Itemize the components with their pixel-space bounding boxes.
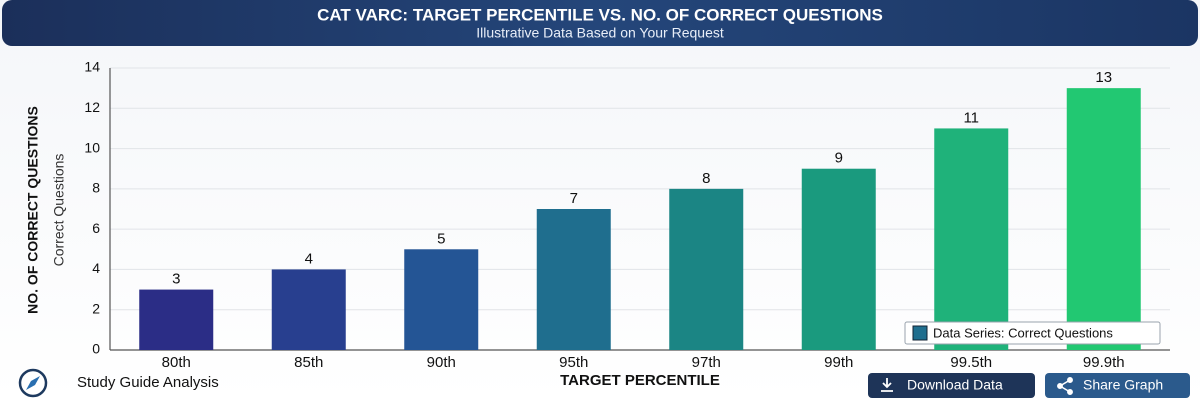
x-tick-label: 99.9th <box>1083 354 1125 371</box>
bar <box>669 188 744 350</box>
data-label: 13 <box>1095 69 1112 86</box>
share-button-bg[interactable] <box>1045 373 1190 398</box>
brand: Study Guide Analysis <box>18 368 219 398</box>
brand-icon-needle <box>26 376 40 390</box>
chart-title: CAT VARC: TARGET PERCENTILE VS. NO. OF C… <box>317 5 883 24</box>
y-axis-sublabel: Correct Questions <box>51 154 67 267</box>
share-button[interactable]: Share Graph <box>1045 373 1190 398</box>
x-tick-label: 97th <box>692 354 721 371</box>
y-tick-label: 12 <box>84 99 100 115</box>
data-label: 9 <box>835 150 843 167</box>
y-tick-label: 0 <box>92 341 100 357</box>
download-button[interactable]: Download Data <box>868 373 1035 398</box>
data-label: 7 <box>570 190 578 207</box>
data-label: 5 <box>437 230 445 247</box>
y-tick-label: 8 <box>92 180 100 196</box>
x-tick-label: 99th <box>824 354 853 371</box>
bar <box>271 269 346 350</box>
header-banner <box>2 0 1198 46</box>
y-tick-label: 2 <box>92 300 100 316</box>
share-button-label[interactable]: Share Graph <box>1083 377 1163 393</box>
y-tick-label: 10 <box>84 139 100 155</box>
share-icon[interactable] <box>1057 377 1073 395</box>
chart-subtitle: Illustrative Data Based on Your Request <box>476 25 724 41</box>
y-tick-label: 6 <box>92 220 100 236</box>
legend-label: Data Series: Correct Questions <box>933 325 1113 340</box>
y-tick-label: 4 <box>92 260 100 276</box>
x-tick-label: 95th <box>559 354 588 371</box>
bar <box>404 249 479 350</box>
y-axis-label: NO. OF CORRECT QUESTIONS <box>25 106 41 314</box>
download-button-label[interactable]: Download Data <box>907 377 1003 393</box>
x-tick-label: 80th <box>162 354 191 371</box>
bar <box>139 289 214 350</box>
bar <box>536 209 611 350</box>
legend-swatch <box>912 325 928 341</box>
y-tick-label: 14 <box>84 59 100 75</box>
data-label: 3 <box>172 271 180 288</box>
data-label: 11 <box>963 109 979 126</box>
x-tick-label: 99.5th <box>950 354 992 371</box>
legend: Data Series: Correct Questions <box>904 321 1161 345</box>
bar <box>801 168 876 350</box>
legend-box <box>904 321 1161 345</box>
brand-text: Study Guide Analysis <box>77 374 219 391</box>
x-tick-label: 90th <box>427 354 456 371</box>
download-button-bg[interactable] <box>868 373 1035 398</box>
download-icon[interactable] <box>881 378 893 392</box>
data-label: 4 <box>305 250 313 267</box>
bar <box>934 128 1009 350</box>
x-tick-label: 85th <box>294 354 323 371</box>
data-label: 8 <box>702 170 710 187</box>
bar <box>1066 88 1141 351</box>
x-axis-label: TARGET PERCENTILE <box>560 372 720 389</box>
